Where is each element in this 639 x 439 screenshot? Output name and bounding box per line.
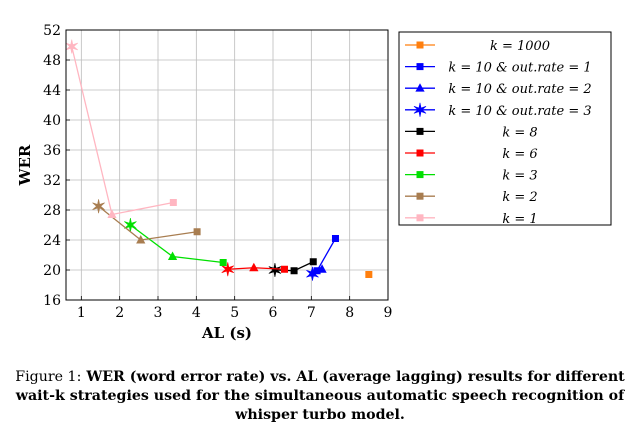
series-6	[221, 262, 288, 277]
series-7	[124, 217, 227, 266]
series-2	[313, 235, 339, 275]
legend-entry: k = 10 & out.rate = 3	[405, 102, 592, 119]
data-point	[136, 234, 146, 244]
data-point	[219, 259, 227, 266]
data-point	[169, 199, 177, 206]
legend-box	[398, 31, 612, 226]
legend-marker	[415, 83, 425, 92]
legend-label: k = 6	[502, 147, 537, 162]
legend-label: k = 2	[502, 190, 537, 205]
x-tick-label: 3	[154, 305, 163, 321]
legend-entry: k = 10 & out.rate = 1	[405, 61, 592, 76]
y-tick-label: 20	[43, 263, 61, 279]
legend-label: k = 1000	[490, 39, 550, 54]
legend: k = 1000 k = 10 & out.rate = 1 k = 10 & ou…	[398, 31, 612, 227]
series-4	[306, 266, 319, 281]
grid-lines	[66, 29, 389, 301]
data-point	[309, 258, 317, 266]
data-point	[167, 251, 178, 260]
data-point	[92, 199, 105, 214]
series-layer	[65, 39, 373, 281]
legend-label: k = 10 & out.rate = 1	[448, 61, 591, 76]
data-point	[281, 265, 288, 273]
legend-entry: k = 1	[405, 212, 538, 227]
legend-entry: k = 6	[405, 147, 538, 162]
data-point	[365, 271, 373, 278]
y-tick-label: 40	[43, 113, 61, 129]
legend-label: k = 8	[502, 125, 537, 140]
data-point	[268, 262, 282, 278]
y-axis-title: WER	[16, 144, 34, 186]
legend-entry: k = 2	[405, 190, 538, 205]
data-point	[124, 217, 137, 233]
y-tick-label: 28	[43, 203, 61, 219]
caption-text: WER (word error rate) vs. AL (average la…	[15, 369, 625, 423]
data-point	[317, 264, 327, 273]
data-point	[306, 266, 319, 281]
legend-marker	[416, 149, 424, 157]
x-tick-label: 1	[77, 305, 86, 321]
legend-marker	[416, 41, 424, 49]
legend-entry: k = 1000	[405, 39, 550, 54]
data-point	[65, 39, 79, 54]
data-point	[249, 262, 259, 272]
x-tick-label: 5	[230, 305, 239, 321]
legend-entry: k = 8	[405, 125, 538, 140]
wer-vs-al-chart: 1 2 3 4 5 6 7 8 9 16 20 24 28 32 36 40 44 48 52 AL (s) WER…	[16, 23, 612, 342]
series-9	[65, 39, 177, 218]
series-1	[365, 271, 373, 278]
x-tick-label: 6	[269, 305, 278, 321]
figure-caption: Figure 1: WER (word error rate) vs. AL (…	[8, 368, 632, 425]
legend-marker	[413, 102, 427, 117]
data-point	[107, 209, 117, 218]
x-tick-label: 9	[384, 305, 393, 321]
series-line	[98, 205, 198, 241]
legend-label: k = 3	[502, 169, 537, 184]
legend-entries: k = 1000 k = 10 & out.rate = 1 k = 10 & ou…	[405, 39, 592, 227]
y-tick-label: 52	[43, 23, 61, 39]
x-tick-label: 2	[115, 305, 124, 321]
series-line	[316, 238, 337, 272]
caption-prefix: Figure 1:	[15, 369, 82, 385]
legend-marker	[416, 171, 424, 179]
legend-label: k = 10 & out.rate = 2	[448, 82, 591, 97]
legend-label: k = 10 & out.rate = 3	[448, 104, 591, 119]
y-tick-label: 44	[43, 83, 61, 99]
x-tick-label: 4	[192, 305, 201, 321]
series-line	[130, 224, 224, 264]
legend-marker	[416, 127, 424, 135]
legend-entry: k = 10 & out.rate = 2	[405, 82, 592, 97]
x-tick-label: 8	[345, 305, 354, 321]
legend-entry: k = 3	[405, 169, 538, 184]
y-tick-label: 16	[43, 293, 61, 309]
legend-marker	[416, 214, 424, 222]
x-tick-label: 7	[307, 305, 316, 321]
legend-marker	[416, 192, 424, 200]
axis-ticks: 1 2 3 4 5 6 7 8 9 16 20 24 28 32 36 40 44 48 52	[43, 23, 392, 321]
data-point	[331, 235, 339, 242]
data-point	[193, 228, 201, 236]
data-point	[290, 267, 298, 275]
plot-frame	[65, 29, 389, 301]
legend-marker	[416, 63, 424, 71]
y-tick-label: 24	[43, 233, 61, 249]
y-tick-label: 48	[43, 53, 61, 69]
x-axis-title: AL (s)	[201, 324, 252, 342]
legend-label: k = 1	[502, 212, 537, 227]
y-tick-label: 32	[43, 173, 61, 189]
y-tick-label: 36	[43, 143, 61, 159]
